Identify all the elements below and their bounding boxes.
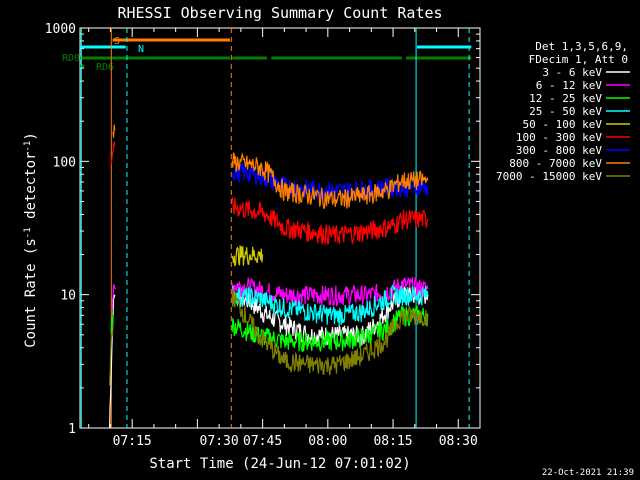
y-tick-label: 10 bbox=[60, 289, 76, 304]
vertical-markers bbox=[80, 28, 470, 428]
legend-entry: 7000 - 15000 keV bbox=[496, 170, 602, 183]
series-line bbox=[231, 283, 429, 326]
chart-title: RHESSI Observing Summary Count Rates bbox=[117, 4, 442, 22]
series-line bbox=[110, 284, 117, 309]
series-line bbox=[110, 141, 116, 165]
x-tick-label: 08:00 bbox=[308, 434, 347, 449]
axes: 1 10 100 1000 07:15 07:30 07:45 08:00 08:15 08:30 bbox=[45, 22, 481, 449]
series-group bbox=[109, 124, 429, 429]
legend-entry: 6 - 12 keV bbox=[536, 79, 603, 92]
x-tick-label: 07:15 bbox=[113, 434, 152, 449]
x-axis-label: Start Time (24-Jun-12 07:01:02) bbox=[149, 456, 410, 472]
legend-entry: 50 - 100 keV bbox=[523, 118, 603, 131]
series-line bbox=[231, 305, 429, 352]
x-tick-label: 07:45 bbox=[243, 434, 282, 449]
series-line bbox=[231, 288, 429, 376]
footer-date: 22-Oct-2021 21:39 bbox=[542, 468, 634, 478]
series-line bbox=[109, 324, 114, 386]
legend-entry: 100 - 300 keV bbox=[516, 131, 602, 144]
series-line bbox=[112, 124, 116, 138]
series-line bbox=[110, 315, 114, 334]
series-line bbox=[231, 245, 264, 267]
flag-label: RD6 bbox=[96, 62, 114, 73]
series-line bbox=[231, 197, 429, 246]
legend-entry: 800 - 7000 keV bbox=[509, 157, 602, 170]
flag-label: RD0 bbox=[62, 53, 80, 64]
x-tick-label: 08:15 bbox=[373, 434, 412, 449]
legend-entry: 25 - 50 keV bbox=[529, 105, 602, 118]
legend-header: FDecim 1, Att 0 bbox=[529, 53, 628, 66]
y-tick-label: 100 bbox=[53, 155, 76, 170]
legend-entry: 12 - 25 keV bbox=[529, 92, 602, 105]
series-line bbox=[231, 152, 429, 210]
x-tick-label: 08:30 bbox=[439, 434, 478, 449]
y-tick-label: 1 bbox=[68, 422, 76, 437]
plot-frame bbox=[79, 27, 481, 429]
y-tick-label: 1000 bbox=[45, 22, 76, 37]
x-tick-label: 07:30 bbox=[200, 434, 239, 449]
flag-bars: SNRD0RD6 bbox=[62, 36, 472, 73]
flag-label: N bbox=[138, 44, 144, 55]
y-axis-label: Count Rate (s-1 detector-1) bbox=[23, 132, 39, 348]
legend-entry: 3 - 6 keV bbox=[542, 66, 602, 79]
legend: Det 1,3,5,6,9,FDecim 1, Att 03 - 6 keV6 … bbox=[496, 40, 630, 183]
legend-header: Det 1,3,5,6,9, bbox=[535, 40, 628, 53]
legend-entry: 300 - 800 keV bbox=[516, 144, 602, 157]
